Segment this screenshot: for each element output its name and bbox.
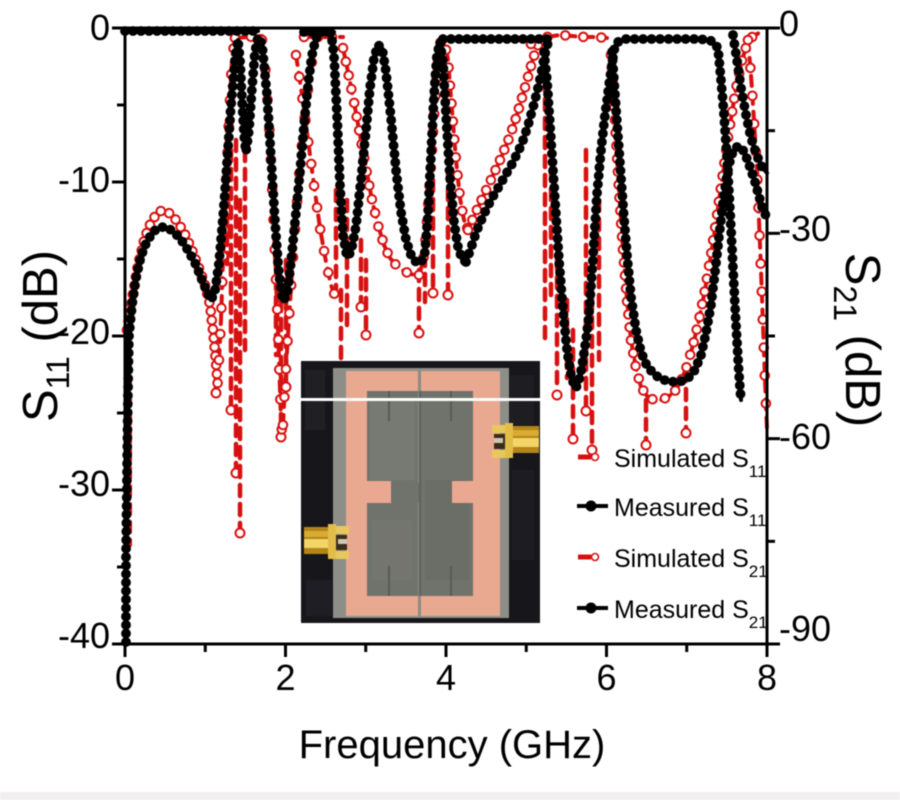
svg-text:6: 6 [596, 657, 616, 698]
svg-text:0: 0 [90, 7, 110, 48]
svg-text:S21 (dB): S21 (dB) [827, 253, 889, 427]
svg-text:Frequency (GHz): Frequency (GHz) [299, 723, 606, 767]
svg-text:-60: -60 [779, 416, 831, 457]
svg-text:0: 0 [115, 657, 135, 698]
svg-text:0: 0 [779, 3, 799, 44]
svg-text:-40: -40 [58, 615, 110, 656]
svg-text:-30: -30 [58, 463, 110, 504]
svg-text:-30: -30 [779, 208, 831, 249]
svg-text:-20: -20 [58, 311, 110, 352]
svg-text:S11 (dB): S11 (dB) [14, 250, 76, 422]
svg-text:2: 2 [275, 657, 295, 698]
svg-text:-90: -90 [779, 608, 831, 649]
svg-text:4: 4 [436, 657, 456, 698]
svg-text:8: 8 [757, 657, 777, 698]
svg-text:-10: -10 [58, 159, 110, 200]
